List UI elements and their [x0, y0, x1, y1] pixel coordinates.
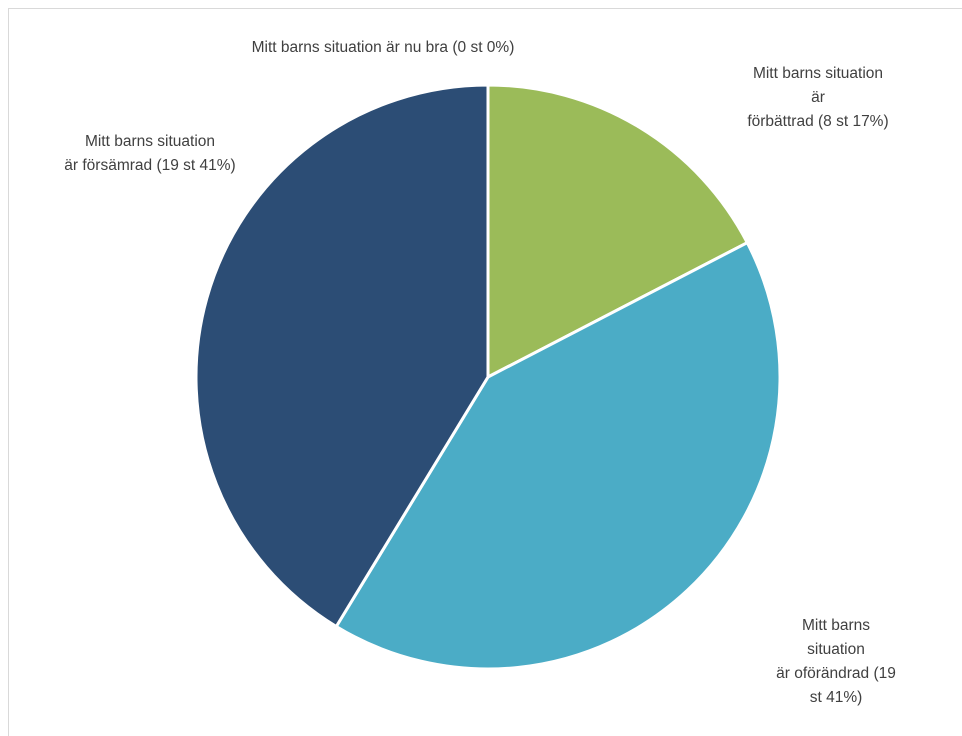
slice-label: Mitt barns situation är nu bra (0 st 0%) [251, 39, 515, 56]
slice-label: Mitt barns situation är oförändrad (19 s… [776, 617, 896, 706]
pie-slice [334, 240, 782, 671]
chart-border [8, 8, 962, 736]
pie-slice [486, 83, 750, 380]
pie-slice [194, 83, 490, 629]
slice-label: Mitt barns situation är förbättrad (8 st… [747, 65, 889, 130]
slice-label: Mitt barns situation är försämrad (19 st… [64, 133, 236, 174]
